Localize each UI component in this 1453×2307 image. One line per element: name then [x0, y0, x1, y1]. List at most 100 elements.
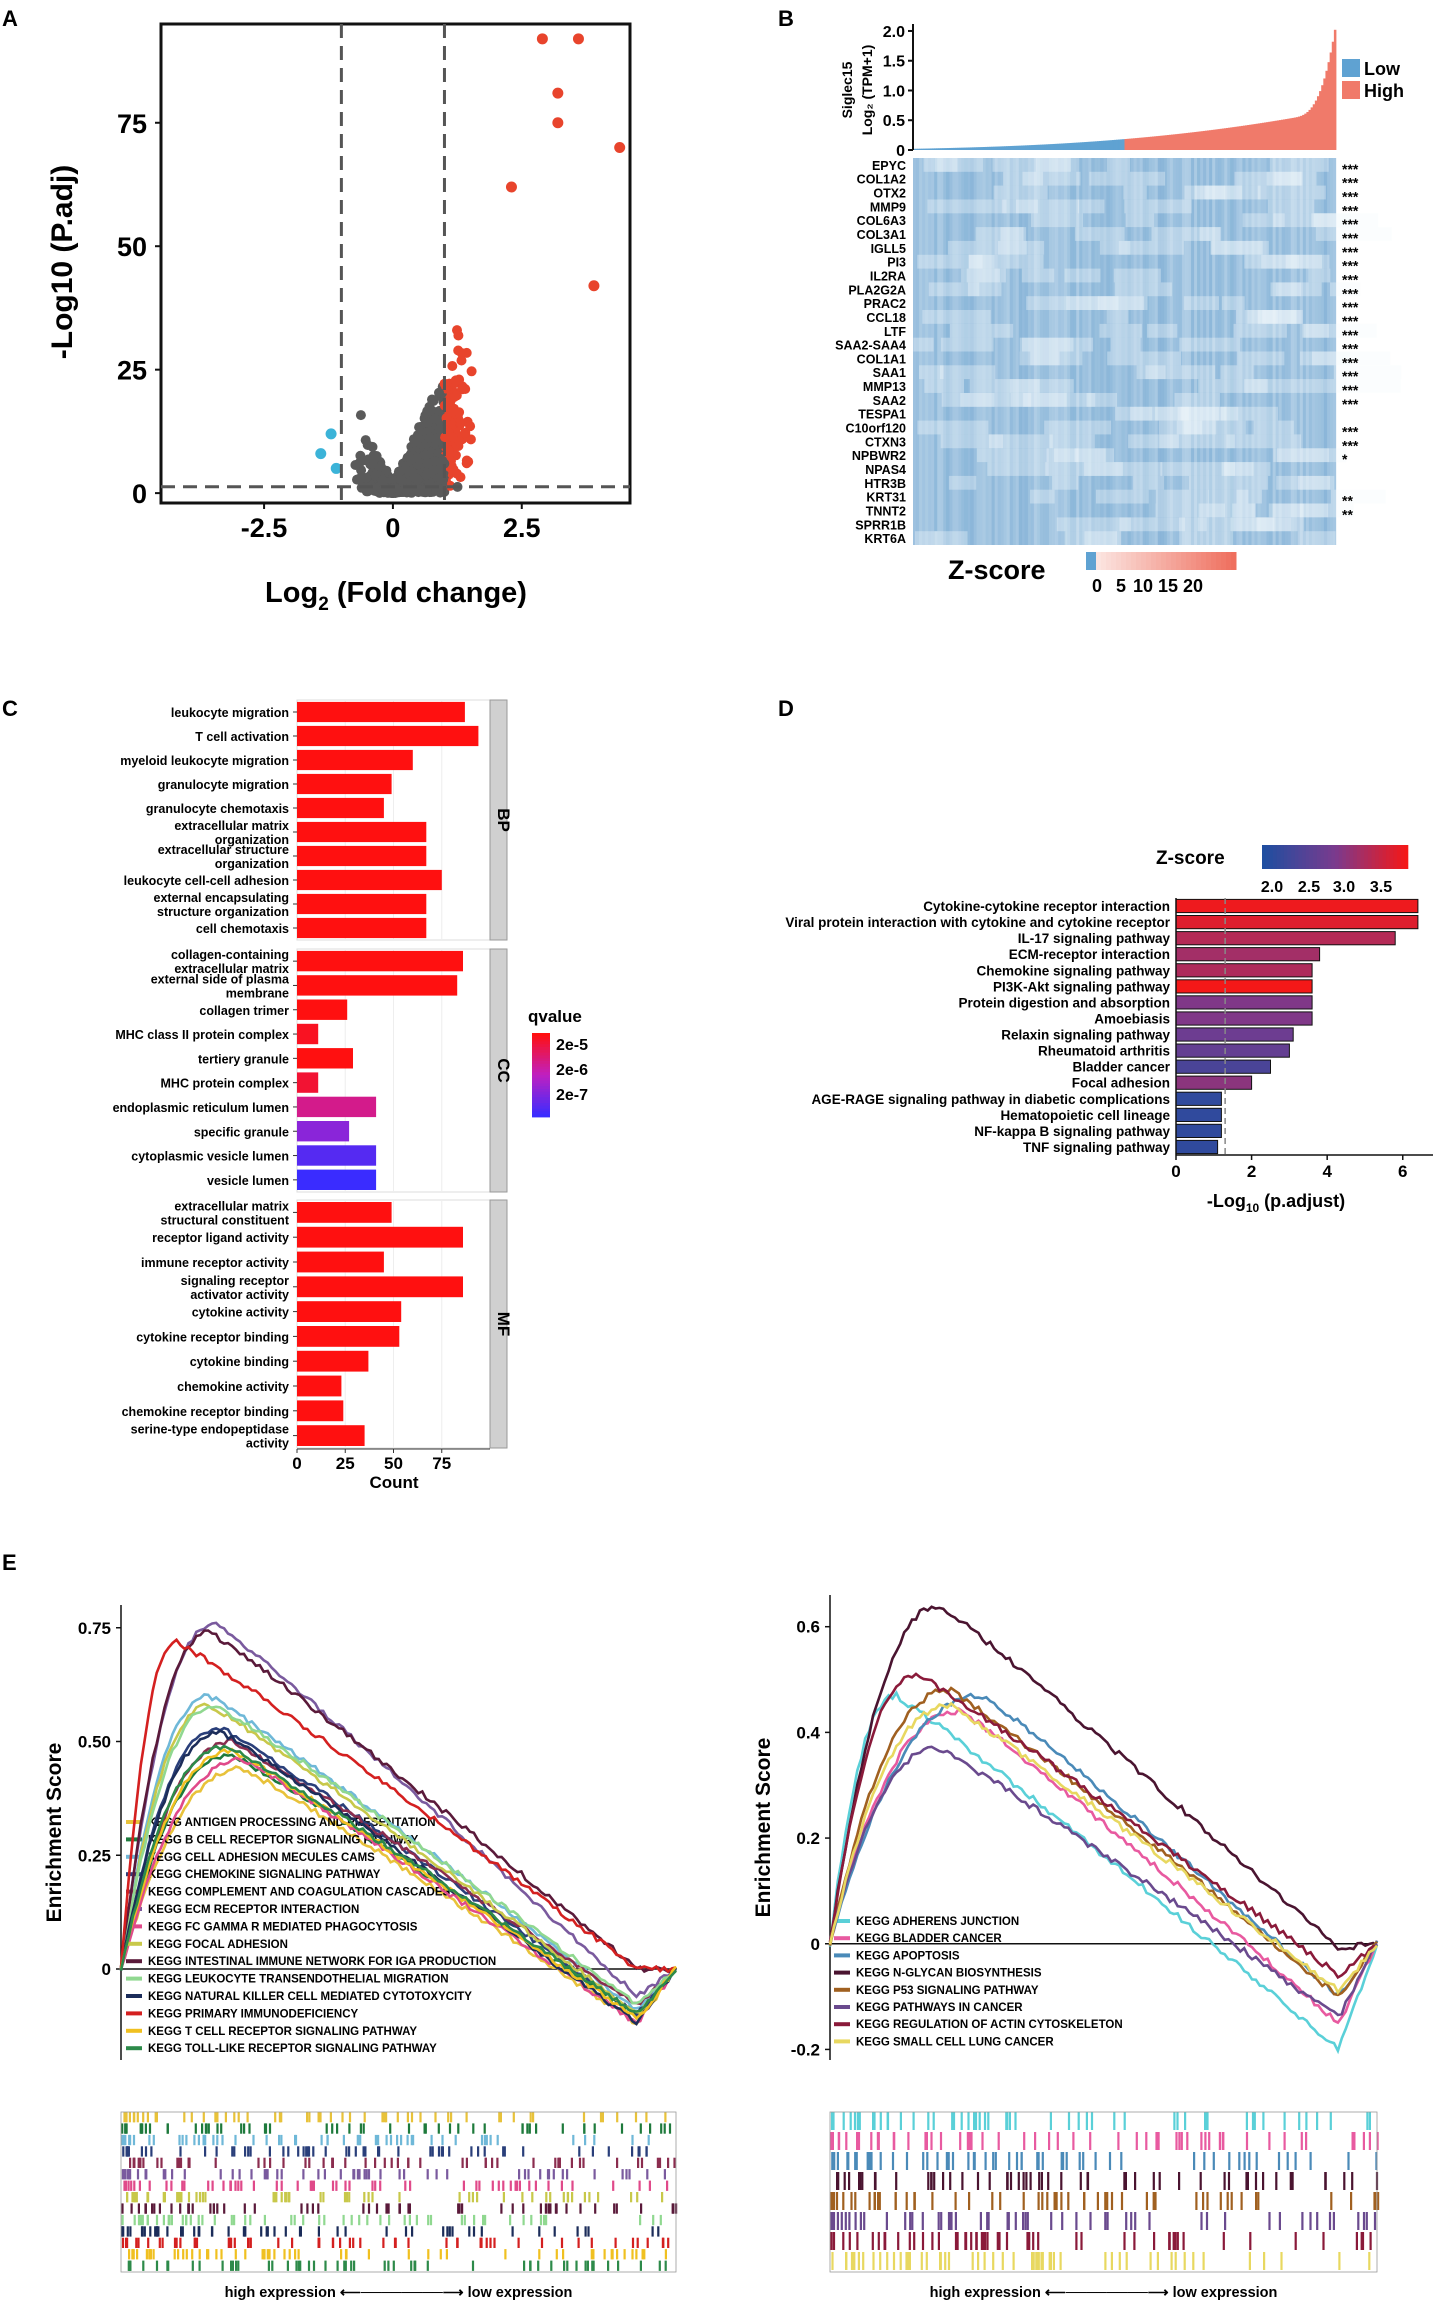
hit-tick	[137, 2237, 140, 2248]
hit-tick	[364, 2157, 367, 2168]
heatmap-cell	[1232, 503, 1256, 518]
hit-tick	[383, 2157, 386, 2168]
hit-tick	[302, 2169, 305, 2180]
heatmap-column	[919, 158, 923, 545]
hit-tick	[947, 2152, 950, 2170]
hit-tick	[1014, 2212, 1017, 2230]
hit-tick	[397, 2146, 400, 2157]
hit-tick	[471, 2260, 475, 2271]
hit-tick	[393, 2237, 397, 2248]
heatmap-cell	[1113, 268, 1161, 283]
heatmap-column	[1266, 158, 1270, 545]
hit-tick	[247, 2237, 250, 2248]
heatmap-cell	[1123, 185, 1147, 200]
hit-tick	[950, 2212, 953, 2230]
hit-tick	[534, 2180, 537, 2191]
hit-tick	[1108, 2152, 1112, 2170]
colorbar-step	[1313, 845, 1318, 869]
y-axis-label: -Log10 (P.adj)	[46, 165, 79, 359]
expression-bar	[1168, 134, 1172, 150]
hit-tick	[379, 2214, 382, 2226]
hit-tick	[456, 2237, 459, 2248]
colorbar-step	[1291, 845, 1296, 869]
hit-tick	[1106, 2212, 1109, 2230]
hit-tick	[1294, 2152, 1297, 2170]
hit-tick	[877, 2132, 880, 2150]
significance-label: *	[1342, 451, 1348, 467]
hit-tick	[1149, 2252, 1152, 2270]
heatmap-cell	[924, 379, 964, 393]
hit-tick	[1221, 2132, 1224, 2150]
hit-tick	[645, 2112, 648, 2123]
hit-tick	[1145, 2192, 1148, 2210]
heatmap-column	[1082, 158, 1086, 545]
heatmap-column	[1269, 158, 1273, 545]
hit-tick	[1041, 2192, 1044, 2210]
hit-tick	[121, 2134, 124, 2146]
colorbar-title: Z-score	[948, 555, 1046, 585]
facet-label: MF	[494, 1312, 513, 1337]
gene-label: COL3A1	[857, 228, 906, 242]
expression-bar	[1228, 127, 1231, 150]
hit-tick	[590, 2237, 593, 2248]
hit-tick	[149, 2226, 152, 2237]
hit-tick	[1180, 2132, 1183, 2150]
colorbar-step	[1111, 552, 1117, 570]
hit-tick	[248, 2123, 251, 2134]
heatmap-column	[1015, 158, 1020, 545]
heatmap-cell	[1097, 296, 1148, 310]
go-term-label: chemokine receptor binding	[122, 1405, 289, 1419]
gene-label: NPAS4	[865, 463, 906, 477]
legend-tick: 2e-6	[556, 1062, 588, 1079]
hit-tick	[231, 2260, 234, 2271]
hit-tick	[214, 2157, 217, 2168]
go-bar	[297, 1400, 344, 1422]
expression-bar	[1261, 122, 1265, 150]
hit-tick	[146, 2112, 149, 2123]
hit-tick	[561, 2123, 564, 2134]
hit-tick	[1158, 2172, 1161, 2190]
hit-tick	[1041, 2252, 1044, 2270]
heatmap-cell	[975, 227, 1027, 241]
expression-bar	[1276, 120, 1280, 150]
hit-tick	[936, 2152, 939, 2170]
hit-tick	[930, 2132, 933, 2150]
hit-tick	[607, 2260, 610, 2271]
hit-tick	[441, 2134, 444, 2146]
point	[421, 470, 432, 481]
expression-bar	[955, 147, 958, 150]
hit-tick	[344, 2157, 347, 2168]
x-tick-label: 6	[1398, 1162, 1407, 1181]
heatmap-cell	[1016, 199, 1080, 214]
hit-tick	[638, 2180, 641, 2191]
hit-tick	[842, 2232, 845, 2250]
panel-label-b: B	[778, 6, 794, 31]
hit-tick	[647, 2134, 650, 2146]
heatmap-column	[1175, 158, 1180, 545]
hit-tick	[171, 2169, 174, 2180]
expression-bar	[1003, 146, 1007, 150]
hit-tick	[359, 2123, 362, 2134]
hit-tick	[1008, 2152, 1011, 2170]
expression-bar	[938, 148, 941, 150]
es-curve	[119, 1629, 676, 1974]
hit-tick	[1176, 2112, 1179, 2130]
heatmap-column	[997, 158, 1001, 545]
point	[424, 432, 435, 443]
significance-label: ***	[1342, 354, 1359, 370]
significance-label: ***	[1342, 341, 1359, 357]
hit-tick	[983, 2112, 987, 2130]
hit-tick	[836, 2212, 839, 2230]
go-bar	[297, 1202, 392, 1223]
hit-tick	[282, 2146, 285, 2157]
heatmap-column	[1260, 158, 1264, 545]
hit-tick	[496, 2157, 499, 2168]
hit-tick	[155, 2112, 158, 2123]
go-bar	[297, 797, 384, 819]
colorbar-step	[1101, 552, 1107, 570]
colorbar-step	[1156, 552, 1162, 570]
hit-tick	[945, 2152, 948, 2170]
hit-tick	[331, 2180, 335, 2191]
go-bar	[297, 1425, 365, 1446]
